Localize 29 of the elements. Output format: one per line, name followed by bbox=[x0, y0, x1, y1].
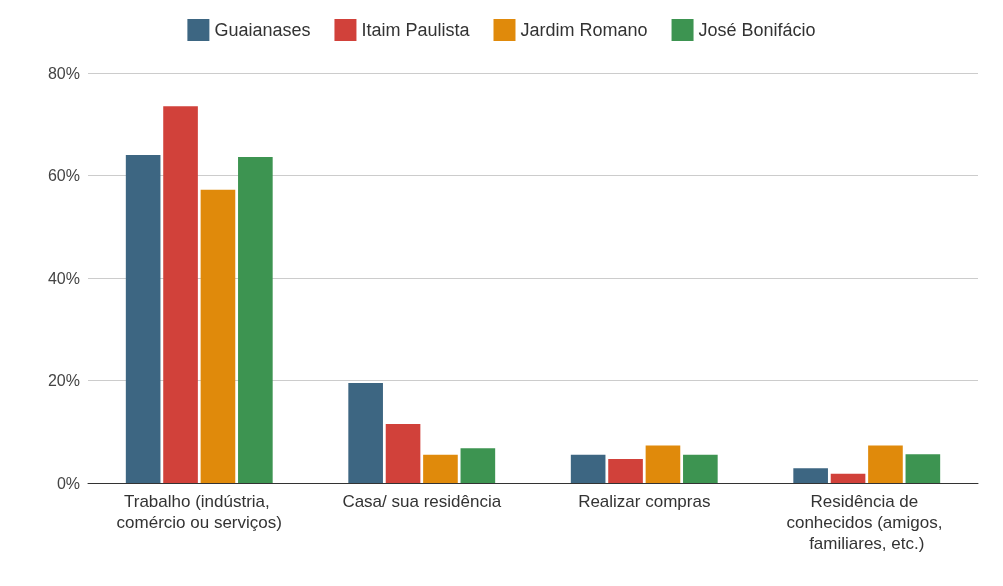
x-tick-label: Residência de conhecidos (amigos, familiares, etc.) bbox=[786, 492, 948, 553]
bar bbox=[348, 383, 383, 483]
bar bbox=[830, 473, 866, 483]
bar bbox=[868, 445, 903, 483]
x-tick-label: Trabalho (indústria, comércio ou serviços) bbox=[116, 492, 282, 532]
legend-label: Guaianases bbox=[214, 20, 311, 40]
legend-label: Itaim Paulista bbox=[361, 20, 471, 40]
y-tick-label: 60% bbox=[47, 167, 80, 184]
bar bbox=[423, 454, 458, 483]
bar bbox=[238, 157, 273, 483]
bar bbox=[793, 468, 828, 483]
bar bbox=[645, 445, 681, 483]
bar bbox=[683, 454, 718, 483]
y-tick-label: 80% bbox=[47, 64, 80, 82]
bar bbox=[385, 424, 421, 483]
bar bbox=[200, 189, 236, 483]
x-tick-label: Casa/ sua residência bbox=[342, 492, 502, 511]
x-tick-label: Realizar compras bbox=[578, 492, 711, 511]
bar bbox=[905, 454, 941, 483]
bar bbox=[125, 155, 161, 483]
bar bbox=[163, 106, 198, 483]
legend-label: Jardim Romano bbox=[520, 20, 648, 40]
legend-label: José Bonifácio bbox=[698, 20, 816, 40]
y-tick-label: 20% bbox=[47, 372, 80, 389]
y-tick-label: 40% bbox=[47, 269, 80, 287]
bar bbox=[460, 448, 496, 483]
bar bbox=[608, 458, 643, 483]
bar bbox=[570, 454, 606, 483]
y-tick-label: 0% bbox=[56, 474, 80, 492]
